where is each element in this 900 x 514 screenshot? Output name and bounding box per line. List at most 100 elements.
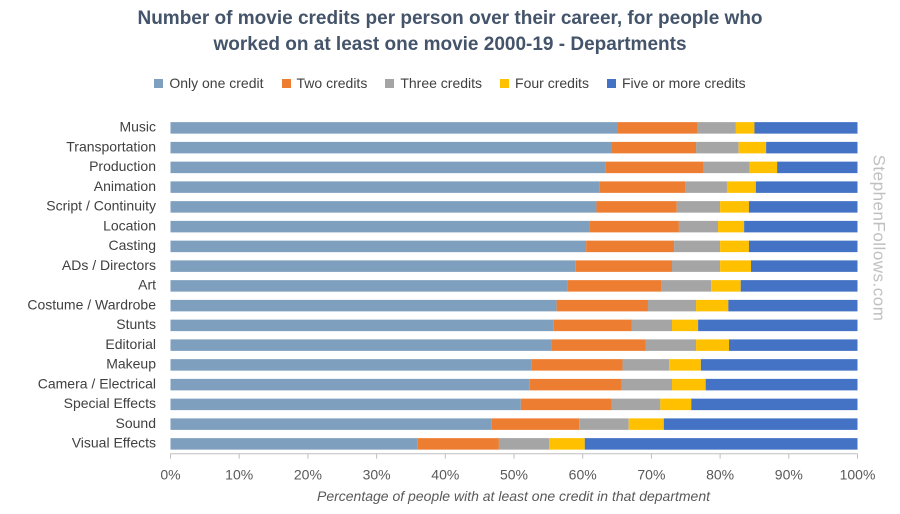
bar-segment [738,141,767,154]
bar-segment [740,280,858,292]
bar-segment [553,319,632,332]
bar-segment [754,122,858,134]
bar-segment [611,141,697,154]
bar-segment [170,339,552,351]
watermark-text: StephenFollows.com [870,155,889,322]
bar-segment [749,161,778,174]
x-tick-label: 100% [840,467,876,483]
bar-segment [685,181,727,193]
bar-segment [579,418,629,430]
bar-segment [669,359,701,371]
bar-segment [170,201,597,213]
legend-item: Only one credit [154,75,264,91]
legend-item: Three credits [385,75,482,91]
legend-swatch [500,78,510,88]
category-label: ADs / Directors [62,257,156,273]
bar-segment [617,122,698,134]
x-tick-label: 90% [775,467,803,483]
bar-segment [697,122,736,134]
bar-segment [729,339,858,351]
bar-segment [170,319,554,332]
legend-swatch [606,78,616,88]
category-label: Special Effects [64,395,156,411]
bar-segment [720,240,749,253]
bar-segment [631,319,673,332]
category-label: Location [103,217,156,233]
x-tick-label: 60% [569,467,597,483]
bar-segment [170,359,532,371]
x-tick-label: 40% [431,467,459,483]
bar-segment [586,240,675,253]
legend: Only one credit Two credits Three credits F… [0,75,900,91]
bar-segment [170,240,587,253]
bar-segment [498,438,550,450]
x-tick-label: 10% [225,467,253,483]
x-axis-title: Percentage of people with at least one c… [316,488,711,504]
x-tick-label: 50% [500,467,528,483]
bar-segment [672,319,699,332]
category-label: Art [138,277,156,293]
bar-segment [575,260,673,272]
x-tick-label: 20% [294,467,322,483]
bar-segment [605,161,704,174]
legend-swatch [154,78,164,88]
x-tick-label: 30% [363,467,391,483]
bar-segment [720,201,749,213]
watermark: StephenFollows.com [870,155,889,322]
x-tick-label: 0% [160,467,180,483]
bar-segment [744,220,858,233]
legend-swatch [281,78,291,88]
bar-segment [531,359,623,371]
x-tick-label: 80% [706,467,734,483]
bar-segment [170,438,418,450]
bar-segment [748,240,858,253]
bar-segment [755,181,858,193]
bar-segment [678,220,719,233]
bar-segment [751,260,858,272]
bar-segment [703,161,750,174]
legend-label: Three credits [400,75,483,91]
category-label: Costume / Wardrobe [27,296,156,312]
bar-segment [556,299,648,312]
bar-segment [711,280,741,292]
legend-label: Five or more credits [621,75,746,91]
legend-label: Four credits [515,75,589,91]
bar-segment [661,280,712,292]
bar-segment [170,398,521,411]
bar-segment [170,378,530,391]
category-label: Casting [109,237,156,253]
bar-segment [663,418,858,430]
bar-segment [696,339,730,351]
bar-segment [728,299,858,312]
category-label: Animation [94,178,156,194]
bar-segment [672,260,721,272]
bar-segment [691,398,858,411]
category-label: Music [119,119,156,135]
bar-segment [170,260,576,272]
bar-segment [705,378,858,391]
bar-segment [549,438,585,450]
bar-segment [647,299,697,312]
bar-segment [170,161,606,174]
bar-segment [170,299,557,312]
legend-item: Five or more credits [606,75,746,91]
bar-segment [777,161,858,174]
category-label: Sound [116,415,156,431]
x-tick-label: 70% [637,467,665,483]
legend-item: Two credits [281,75,368,91]
category-label: Stunts [116,316,156,332]
chart-title-line-2: worked on at least one movie 2000-19 - D… [213,34,687,55]
bar-segment [674,240,721,253]
bar-segment [628,418,664,430]
legend-label: Two credits [296,75,368,91]
bar-segment [766,141,858,154]
bar-segment [696,141,739,154]
chart-title-line-1: Number of movie credits per person over … [137,8,763,29]
bar-segment [170,220,590,233]
bar-segment [735,122,755,134]
category-label: Transportation [66,138,156,154]
bar-segment [720,260,752,272]
bar-segment [718,220,745,233]
bar-segment [676,201,721,213]
